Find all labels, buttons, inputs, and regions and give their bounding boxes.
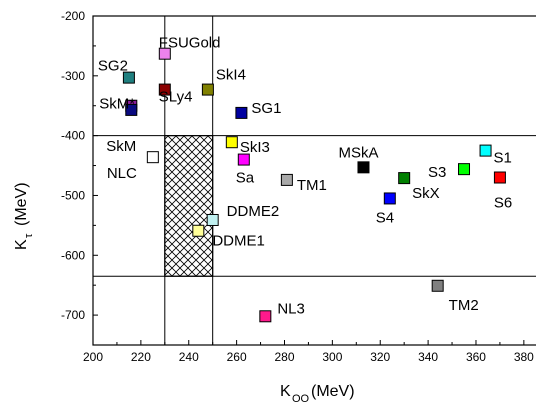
point-labels: SG2 SkM* SkM NLC FSUGold SLy4 SkI4 SG1 SkI3 Sa TM1…: [98, 35, 512, 318]
data-point-s3: [458, 163, 471, 176]
y-axis-title-sub: τ: [23, 233, 35, 238]
x-tick-label: 380: [514, 350, 534, 364]
data-point-sg2: [122, 71, 135, 84]
x-axis-title-sub: OO: [292, 393, 310, 405]
data-point-tm2: [431, 279, 444, 292]
point-label-mska: MSkA: [338, 144, 378, 161]
point-label-s3: S3: [428, 164, 446, 181]
x-axis-title: K OO (MeV): [280, 383, 355, 405]
point-label-fsugold: FSUGold: [159, 35, 221, 52]
y-axis-title-main: K: [13, 239, 30, 250]
data-point-ski4: [201, 83, 214, 96]
point-label-nlc: NLC: [107, 165, 137, 182]
point-label-ski4: SkI4: [216, 67, 246, 84]
point-label-skm: SkM: [106, 138, 136, 155]
data-point-mska: [357, 161, 370, 174]
data-point-tm1: [280, 173, 293, 186]
y-tick-label: -700: [61, 308, 85, 322]
point-label-s4: S4: [376, 209, 394, 226]
x-tick-label: 280: [274, 350, 294, 364]
point-label-tm2: TM2: [449, 297, 479, 314]
data-point-s1: [479, 144, 492, 157]
x-tick-label: 260: [227, 350, 247, 364]
x-tick-label: 240: [179, 350, 199, 364]
plot-frame: [92, 15, 536, 346]
x-axis-title-unit: (MeV): [311, 383, 355, 400]
point-label-skx: SkX: [412, 185, 440, 202]
data-point-ddme2: [206, 213, 219, 226]
data-point-ski3: [225, 136, 238, 149]
x-tick-label: 200: [83, 350, 103, 364]
point-label-s1: S1: [494, 150, 512, 167]
data-point-s6: [493, 171, 506, 184]
point-label-sa: Sa: [236, 170, 255, 187]
crosshatch-box: [164, 135, 214, 277]
point-label-skm-: SkM*: [99, 96, 135, 113]
data-point-s4: [383, 192, 396, 205]
data-point-ddme1: [192, 224, 205, 237]
point-label-ddme1: DDME1: [212, 233, 265, 250]
point-label-ski3: SkI3: [240, 139, 270, 156]
y-tick-label: -500: [61, 188, 85, 202]
point-label-sg1: SG1: [251, 100, 281, 117]
y-tick-label: -200: [61, 9, 85, 23]
y-tick-label: -600: [61, 248, 85, 262]
data-points: [122, 47, 506, 323]
point-label-s6: S6: [494, 195, 512, 212]
data-point-sg1: [235, 106, 248, 119]
data-point-sa: [237, 153, 250, 166]
data-point-nlc: [146, 151, 159, 164]
constraint-region: [164, 135, 214, 277]
y-axis-title-unit: (MeV): [13, 182, 30, 226]
point-label-nl3: NL3: [277, 300, 305, 317]
x-tick-label: 300: [322, 350, 342, 364]
x-tick-label: 320: [370, 350, 390, 364]
axis-ticks: 200 220 240 260 280 300 320 340 360 380 -200 -300 -4…: [61, 9, 534, 364]
x-tick-label: 340: [418, 350, 438, 364]
point-label-ddme2: DDME2: [227, 203, 280, 220]
data-point-skm: [125, 103, 138, 116]
data-point-nl3: [259, 310, 272, 323]
x-axis-title-main: K: [280, 383, 291, 400]
data-point-fsugold: [158, 47, 171, 60]
y-tick-label: -400: [61, 129, 85, 143]
data-point-sly4: [158, 83, 171, 96]
x-tick-label: 360: [466, 350, 486, 364]
x-tick-label: 220: [131, 350, 151, 364]
data-point-skx: [398, 172, 411, 185]
point-label-tm1: TM1: [297, 177, 327, 194]
y-tick-label: -300: [61, 69, 85, 83]
point-label-sg2: SG2: [98, 58, 128, 75]
point-label-sly4: SLy4: [159, 89, 193, 106]
y-axis-title: K τ (MeV): [13, 182, 35, 250]
